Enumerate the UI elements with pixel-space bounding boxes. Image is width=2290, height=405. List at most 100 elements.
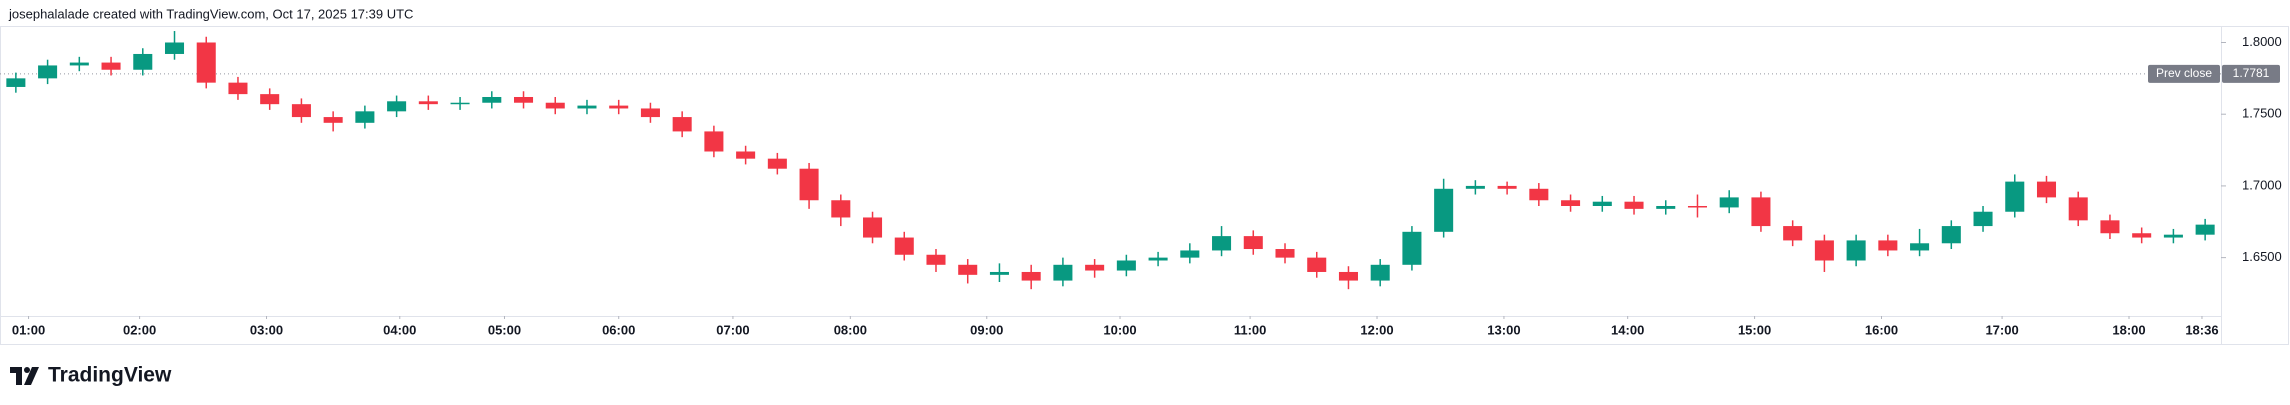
prev-close-label: Prev close	[2156, 66, 2212, 80]
candle-body	[1561, 200, 1581, 206]
candle-body	[1814, 240, 1834, 261]
candle-body	[2036, 181, 2057, 198]
candle-body	[482, 96, 502, 103]
candle-body	[1783, 226, 1803, 241]
candle-body	[609, 105, 629, 109]
candle-body	[101, 62, 121, 70]
x-tick-label: 16:00	[1865, 322, 1898, 337]
candle-body	[1592, 201, 1612, 206]
candle-body	[1243, 236, 1263, 250]
x-tick-label: 10:00	[1103, 322, 1136, 337]
y-tick-label: 1.8000	[2242, 34, 2282, 49]
x-tick-label: 12:00	[1360, 322, 1393, 337]
x-tick-label: 13:00	[1487, 322, 1520, 337]
candle-body	[1148, 257, 1168, 261]
candle-body	[1656, 205, 1676, 209]
brand: TradingView	[48, 364, 172, 387]
x-tick-label: 07:00	[716, 322, 749, 337]
candle-body	[1053, 264, 1073, 281]
candle-body	[164, 42, 185, 54]
x-tick-label: 04:00	[383, 322, 416, 337]
candle-body	[704, 131, 724, 152]
x-tick-label: 18:00	[2112, 322, 2145, 337]
prev-close-value: 1.7781	[2233, 66, 2270, 80]
candle-body	[1402, 231, 1422, 265]
candle-body	[1085, 264, 1105, 271]
y-tick-label: 1.6500	[2242, 249, 2282, 264]
candle-body	[450, 102, 470, 105]
prev-close-value-tag	[2222, 64, 2280, 83]
candle-body	[260, 94, 280, 105]
candle-body	[1465, 185, 1485, 189]
candle-body	[196, 42, 216, 83]
candle-body	[1910, 243, 1930, 251]
candle-body	[958, 264, 978, 275]
x-tick-label: 09:00	[970, 322, 1003, 337]
candle-body	[1973, 211, 1993, 227]
candle-body	[1751, 197, 1771, 227]
candle-body	[1370, 264, 1390, 281]
x-tick-label: 14:00	[1611, 322, 1644, 337]
candle-body	[1307, 257, 1327, 272]
candle-body	[69, 62, 89, 66]
candle-body	[2100, 220, 2120, 234]
candle-body	[1941, 226, 1961, 244]
candle-body	[228, 82, 248, 95]
candle-body	[38, 65, 58, 79]
candle-body	[1021, 271, 1041, 281]
candle-body	[1878, 240, 1898, 251]
candle-body	[2005, 181, 2025, 212]
candle-body	[989, 271, 1009, 275]
candle-body	[1687, 205, 1707, 208]
x-tick-label: 15:00	[1738, 322, 1771, 337]
candle-body	[926, 254, 946, 265]
x-tick-label: 17:00	[1985, 322, 2018, 337]
candle-body	[640, 108, 660, 118]
candle-body	[1529, 188, 1549, 201]
header: josephalalade created with TradingView.c…	[8, 6, 413, 21]
candle-body	[1624, 201, 1644, 209]
candle-body	[2195, 224, 2215, 235]
candle-body	[1846, 240, 1866, 261]
x-tick-label: 06:00	[602, 322, 635, 337]
y-tick-label: 1.7000	[2242, 177, 2282, 192]
candle-body	[894, 237, 914, 255]
candle-body	[1212, 236, 1232, 251]
candle-body	[2068, 197, 2088, 221]
candle-body	[1719, 197, 1739, 208]
candle-body	[545, 102, 565, 109]
x-tick-label: 02:00	[123, 322, 156, 337]
candle-body	[133, 53, 153, 70]
x-tick-label: 08:00	[834, 322, 867, 337]
candle-body	[1338, 271, 1358, 281]
candle-body	[514, 96, 534, 103]
x-tick-label: 03:00	[250, 322, 283, 337]
candle-body	[1180, 250, 1200, 258]
candle-body	[6, 78, 26, 87]
candle-body	[323, 117, 343, 123]
prev-close-tag	[2148, 64, 2220, 83]
candle-body	[767, 158, 787, 169]
candle-body	[418, 101, 438, 105]
candle-body	[863, 217, 883, 238]
candle-body	[1434, 188, 1454, 232]
logo	[10, 367, 39, 385]
y-tick-label: 1.7500	[2242, 106, 2282, 121]
chart-frame	[0, 26, 2289, 345]
candle-body	[1497, 185, 1517, 189]
candle-body	[387, 101, 407, 112]
candle-body	[2163, 234, 2183, 238]
candle-body	[831, 200, 851, 218]
x-tick-label: 05:00	[488, 322, 521, 337]
candle-body	[736, 151, 756, 159]
candle-body	[1275, 249, 1295, 258]
x-tick-label: 01:00	[12, 322, 45, 337]
candle-body	[799, 168, 819, 201]
candle-body	[291, 104, 311, 118]
x-tick-label: 11:00	[1234, 322, 1267, 337]
candle-body	[672, 117, 692, 132]
candle-body	[355, 111, 375, 123]
x-tick-label: 18:36	[2185, 322, 2218, 337]
candle-body	[1116, 260, 1136, 271]
